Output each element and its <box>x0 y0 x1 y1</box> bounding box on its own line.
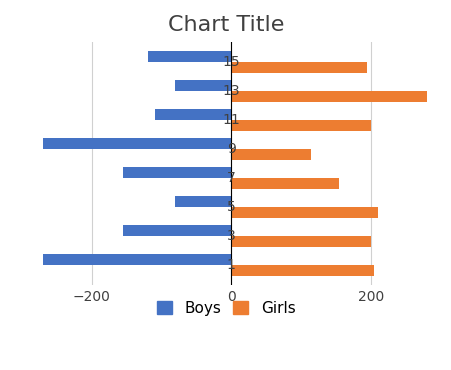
Bar <box>231 178 339 189</box>
Bar <box>231 63 366 73</box>
Text: 7: 7 <box>226 171 235 185</box>
Legend: Boys, Girls: Boys, Girls <box>150 295 301 322</box>
Text: 1: 1 <box>226 258 235 272</box>
Bar <box>43 254 231 265</box>
Bar <box>43 138 231 149</box>
Text: 5: 5 <box>226 200 235 214</box>
Text: 3: 3 <box>226 229 235 243</box>
Bar <box>175 80 231 91</box>
Bar <box>123 225 231 236</box>
Text: 13: 13 <box>222 84 239 98</box>
Text: 11: 11 <box>222 113 239 127</box>
Bar <box>147 51 231 63</box>
Bar <box>123 167 231 178</box>
Bar <box>231 120 370 131</box>
Text: 15: 15 <box>222 56 239 70</box>
Bar <box>231 236 370 247</box>
Text: 9: 9 <box>226 142 235 156</box>
Bar <box>231 265 373 276</box>
Bar <box>231 91 426 102</box>
Bar <box>175 196 231 207</box>
Bar <box>231 207 377 218</box>
Title: Chart Title: Chart Title <box>167 15 284 35</box>
Bar <box>231 149 311 160</box>
Bar <box>154 109 231 120</box>
